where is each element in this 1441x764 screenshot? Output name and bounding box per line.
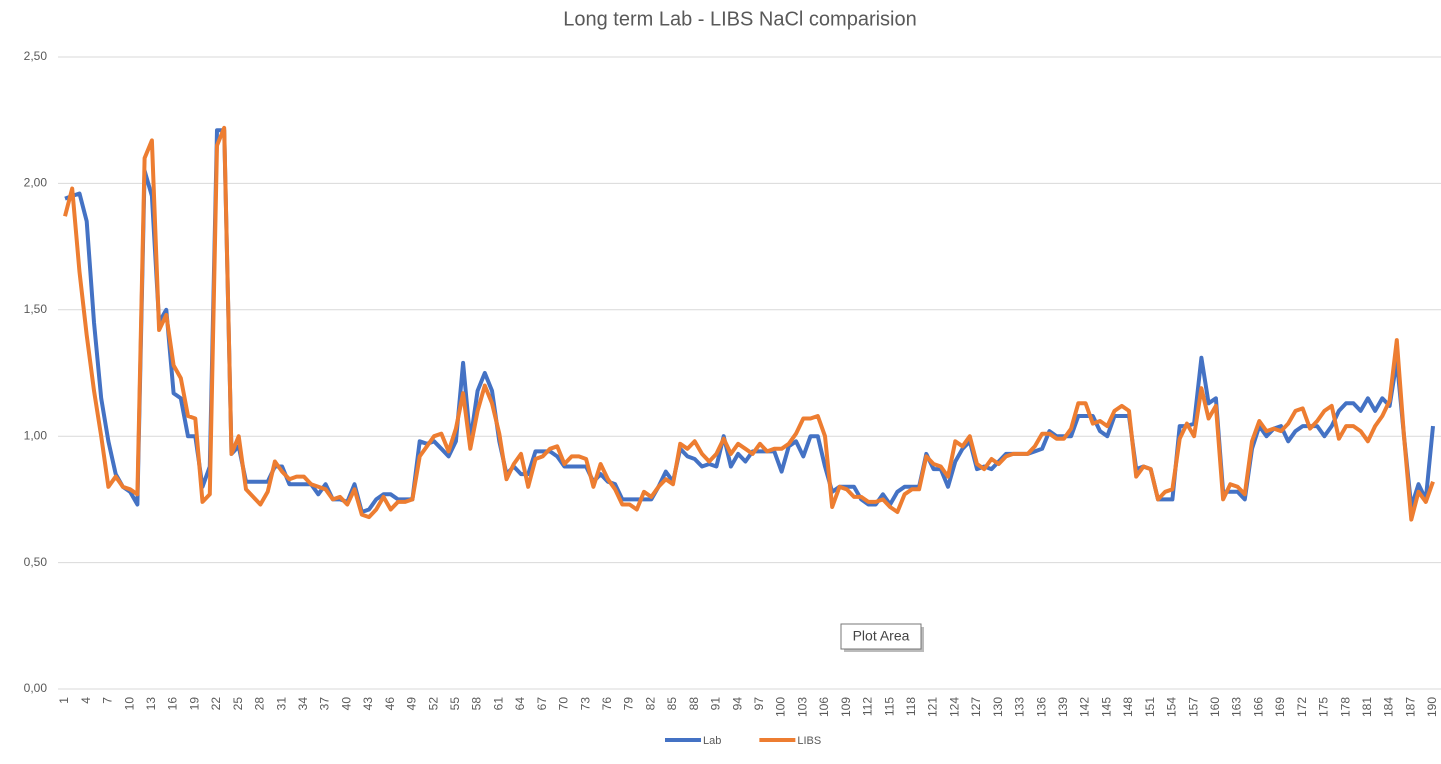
- x-tick-label: 109: [839, 697, 853, 717]
- x-tick-label: 172: [1295, 697, 1309, 717]
- x-tick-label: 10: [122, 697, 136, 711]
- series-line: [63, 125, 1435, 522]
- x-tick-label: 121: [926, 697, 940, 717]
- y-tick-label: 0,50: [24, 555, 48, 569]
- x-tick-label: 115: [882, 697, 896, 716]
- x-tick-label: 148: [1121, 697, 1135, 717]
- x-tick-label: 16: [166, 697, 180, 711]
- x-tick-label: 157: [1186, 697, 1200, 717]
- x-tick-label: 106: [817, 697, 831, 717]
- x-tick-label: 136: [1034, 697, 1048, 717]
- series-line: [64, 128, 1435, 514]
- x-tick-label: 37: [318, 697, 332, 711]
- x-tick-label: 49: [405, 697, 419, 711]
- x-tick-label: 70: [557, 697, 571, 711]
- x-tick-label: 112: [861, 697, 875, 716]
- x-tick-label: 118: [904, 697, 918, 716]
- x-tick-label: 31: [274, 697, 288, 711]
- x-tick-label: 184: [1382, 697, 1396, 717]
- tooltip-box: [840, 623, 922, 650]
- x-tick-label: 151: [1143, 697, 1157, 717]
- chart-title: Long term Lab - LIBS NaCl comparision: [563, 8, 917, 30]
- x-tick-label: 130: [991, 697, 1005, 717]
- x-tick-label: 13: [144, 697, 158, 711]
- x-tick-label: 73: [578, 697, 592, 711]
- x-tick-label: 55: [448, 697, 462, 711]
- x-tick-label: 145: [1099, 697, 1113, 717]
- legend-label: LIBS: [797, 735, 821, 747]
- x-tick-label: 85: [665, 697, 679, 711]
- x-tick-label: 139: [1056, 697, 1070, 717]
- x-tick-label: 88: [687, 697, 701, 711]
- x-tick-label: 28: [253, 697, 267, 711]
- x-tick-label: 124: [947, 697, 961, 717]
- y-tick-label: 2,50: [24, 49, 48, 63]
- x-tick-label: 127: [969, 697, 983, 717]
- x-tick-label: 64: [513, 697, 527, 711]
- tooltip: Plot Area: [840, 623, 924, 652]
- x-tick-label: 79: [622, 697, 636, 711]
- x-tick-label: 97: [752, 697, 766, 711]
- x-tick-label: 94: [730, 697, 744, 711]
- x-tick-label: 142: [1078, 697, 1092, 717]
- x-tick-label: 7: [101, 697, 115, 704]
- x-tick-label: 19: [187, 697, 201, 711]
- x-tick-label: 166: [1251, 697, 1265, 717]
- y-tick-label: 1,50: [24, 302, 48, 316]
- x-tick-label: 169: [1273, 697, 1287, 717]
- x-tick-label: 25: [231, 697, 245, 711]
- x-tick-label: 181: [1360, 697, 1374, 717]
- x-tick-label: 100: [774, 697, 788, 717]
- x-tick-label: 34: [296, 697, 310, 711]
- y-tick-label: 1,00: [24, 428, 48, 442]
- x-tick-label: 58: [470, 697, 484, 711]
- x-tick-label: 82: [643, 697, 657, 711]
- legend-label: Lab: [703, 735, 721, 747]
- y-tick-label: 2,00: [24, 176, 48, 190]
- x-tick-label: 160: [1208, 697, 1222, 717]
- x-tick-label: 1: [57, 697, 71, 704]
- x-tick-label: 103: [795, 697, 809, 717]
- y-tick-label: 0,00: [24, 681, 48, 695]
- x-tick-label: 76: [600, 697, 614, 711]
- x-tick-label: 52: [426, 697, 440, 711]
- x-tick-label: 46: [383, 697, 397, 711]
- x-tick-label: 40: [339, 697, 353, 711]
- x-tick-label: 67: [535, 697, 549, 711]
- x-tick-label: 175: [1317, 697, 1331, 717]
- tooltip-text: Plot Area: [853, 628, 910, 644]
- x-tick-label: 190: [1425, 697, 1439, 717]
- x-tick-label: 91: [709, 697, 723, 711]
- x-tick-label: 154: [1165, 697, 1179, 717]
- x-tick-label: 4: [79, 697, 93, 704]
- x-tick-label: 163: [1230, 697, 1244, 717]
- x-tick-label: 61: [491, 697, 505, 711]
- x-tick-label: 133: [1013, 697, 1027, 717]
- x-tick-label: 22: [209, 697, 223, 711]
- x-tick-label: 43: [361, 697, 375, 711]
- x-tick-label: 178: [1338, 697, 1352, 717]
- x-tick-label: 187: [1403, 697, 1417, 717]
